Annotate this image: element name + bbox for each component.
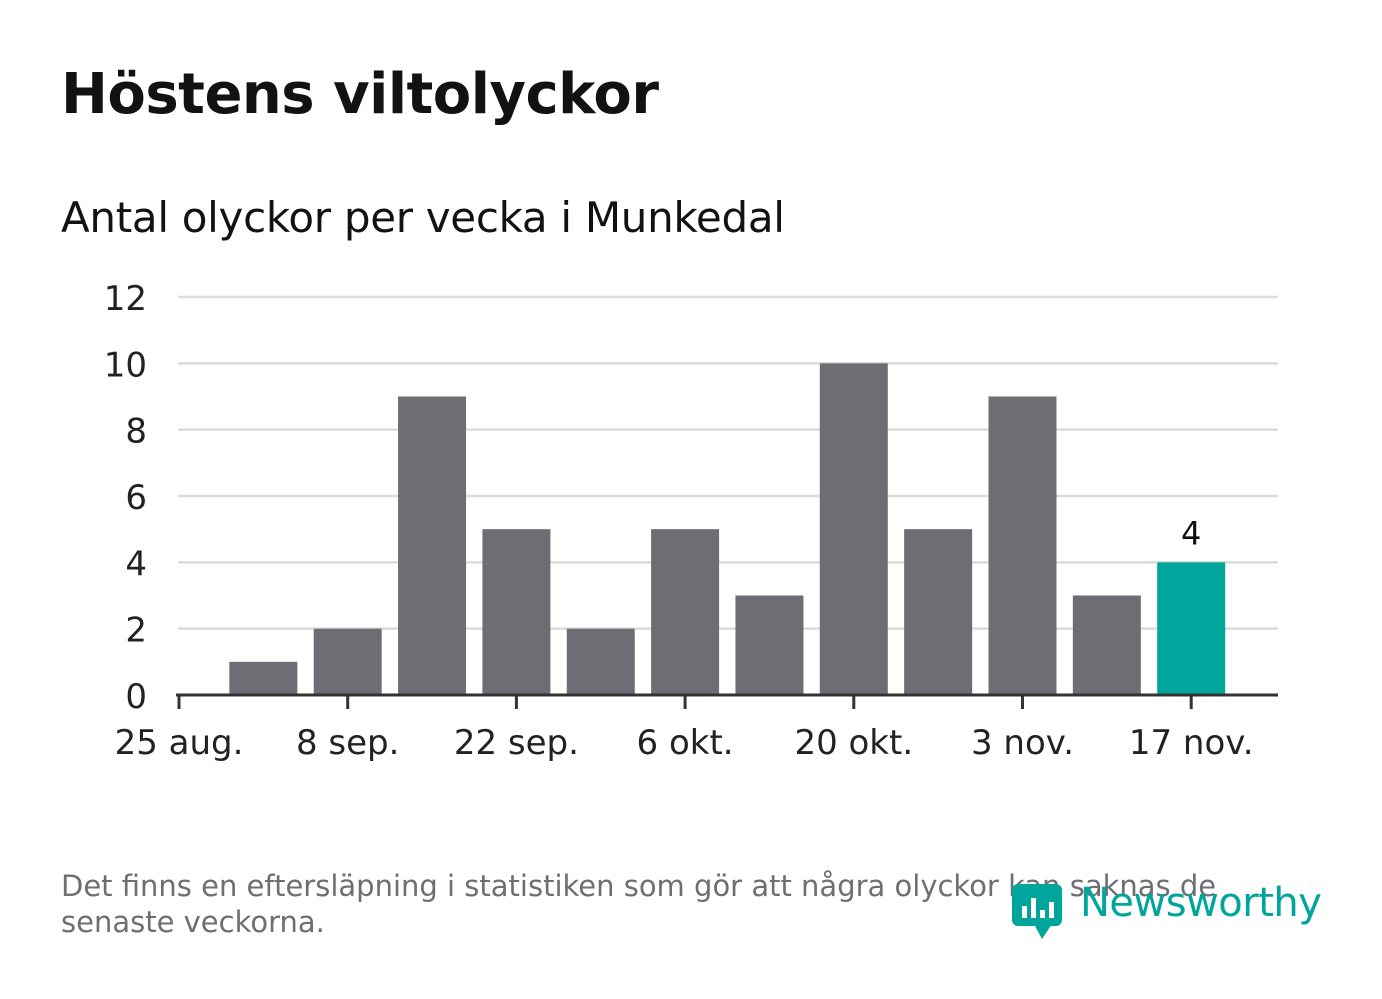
- chart-subtitle: Antal olyckor per vecka i Munkedal: [61, 193, 785, 242]
- chart-title: Höstens viltolyckor: [61, 62, 659, 127]
- x-tick-label-7: 17 nov.: [1129, 723, 1254, 763]
- x-tick-label-4: 6 okt.: [637, 723, 734, 763]
- bar-9: [819, 363, 888, 695]
- bar-3: [313, 628, 382, 695]
- newsworthy-logo: Newsworthy: [1010, 876, 1330, 946]
- x-tick-label-5: 20 okt.: [794, 723, 913, 763]
- newsworthy-logo-icon: [1012, 884, 1062, 939]
- bar-7: [651, 529, 720, 695]
- y-tick-label-0: 0: [125, 677, 147, 717]
- y-tick-label-6: 6: [125, 478, 147, 518]
- x-tick-label-6: 3 nov.: [971, 723, 1074, 763]
- bar-10: [904, 529, 973, 695]
- y-tick-label-2: 2: [125, 611, 147, 651]
- bar-13: [1157, 562, 1226, 695]
- bar-8: [735, 595, 804, 695]
- bar-12: [1072, 595, 1141, 695]
- y-tick-label-10: 10: [104, 345, 147, 385]
- bar-6: [566, 628, 635, 695]
- x-tick-label-3: 22 sep.: [454, 723, 579, 763]
- x-tick-label-2: 8 sep.: [296, 723, 399, 763]
- bar-4: [398, 396, 467, 695]
- bar-chart: 0 2 4 6 8 10 12 4 25 aug. 8 sep. 22 sep. 6 okt. 20 o…: [104, 279, 1278, 763]
- data-label-highlight: 4: [1181, 514, 1201, 552]
- y-tick-label-8: 8: [125, 412, 147, 452]
- x-tick-label-1: 25 aug.: [115, 723, 244, 763]
- y-tick-label-12: 12: [104, 279, 147, 319]
- bar-2: [229, 661, 298, 695]
- y-tick-label-4: 4: [125, 544, 147, 584]
- bar-11: [988, 396, 1057, 695]
- logo-wordmark: Newsworthy: [1080, 880, 1322, 926]
- bar-5: [482, 529, 551, 695]
